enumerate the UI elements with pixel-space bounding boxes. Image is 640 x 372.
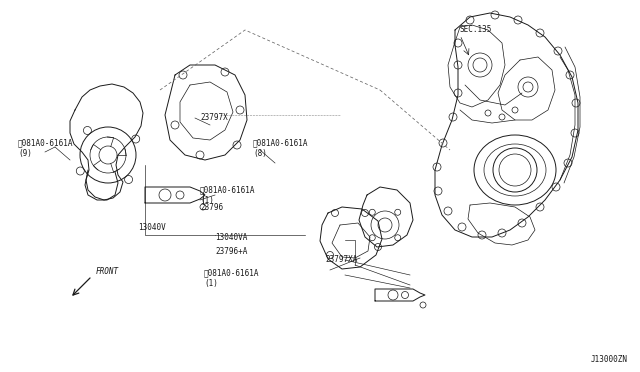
Text: 13040V: 13040V bbox=[138, 224, 166, 232]
Text: 13040VA: 13040VA bbox=[215, 234, 248, 243]
Text: Ⓑ081A0-6161A
(1): Ⓑ081A0-6161A (1) bbox=[204, 268, 259, 288]
Text: 23797XA: 23797XA bbox=[325, 256, 357, 264]
Text: J13000ZN: J13000ZN bbox=[591, 355, 628, 364]
Text: Ⓑ081A0-6161A
(9): Ⓑ081A0-6161A (9) bbox=[18, 138, 74, 158]
Text: Ⓑ081A0-6161A
(1): Ⓑ081A0-6161A (1) bbox=[200, 185, 255, 205]
Text: 23797X: 23797X bbox=[200, 113, 228, 122]
Text: 23796: 23796 bbox=[200, 203, 223, 212]
Text: FRONT: FRONT bbox=[96, 266, 119, 276]
Text: SEC.135: SEC.135 bbox=[460, 26, 492, 35]
Text: Ⓑ081A0-6161A
(8): Ⓑ081A0-6161A (8) bbox=[253, 138, 308, 158]
Text: 23796+A: 23796+A bbox=[215, 247, 248, 257]
